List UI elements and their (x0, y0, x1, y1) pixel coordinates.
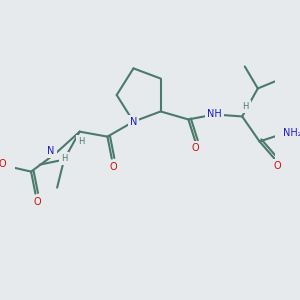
Text: O: O (273, 161, 281, 172)
Text: N: N (130, 117, 137, 127)
Text: O: O (191, 143, 199, 154)
Text: N: N (47, 146, 55, 156)
Text: H: H (78, 137, 85, 146)
Text: H: H (61, 154, 67, 163)
Text: O: O (110, 162, 117, 172)
Text: O: O (33, 196, 41, 207)
Text: NH: NH (207, 110, 222, 119)
Text: H: H (242, 102, 249, 111)
Text: NH₂: NH₂ (283, 128, 300, 139)
Text: O: O (0, 159, 6, 169)
